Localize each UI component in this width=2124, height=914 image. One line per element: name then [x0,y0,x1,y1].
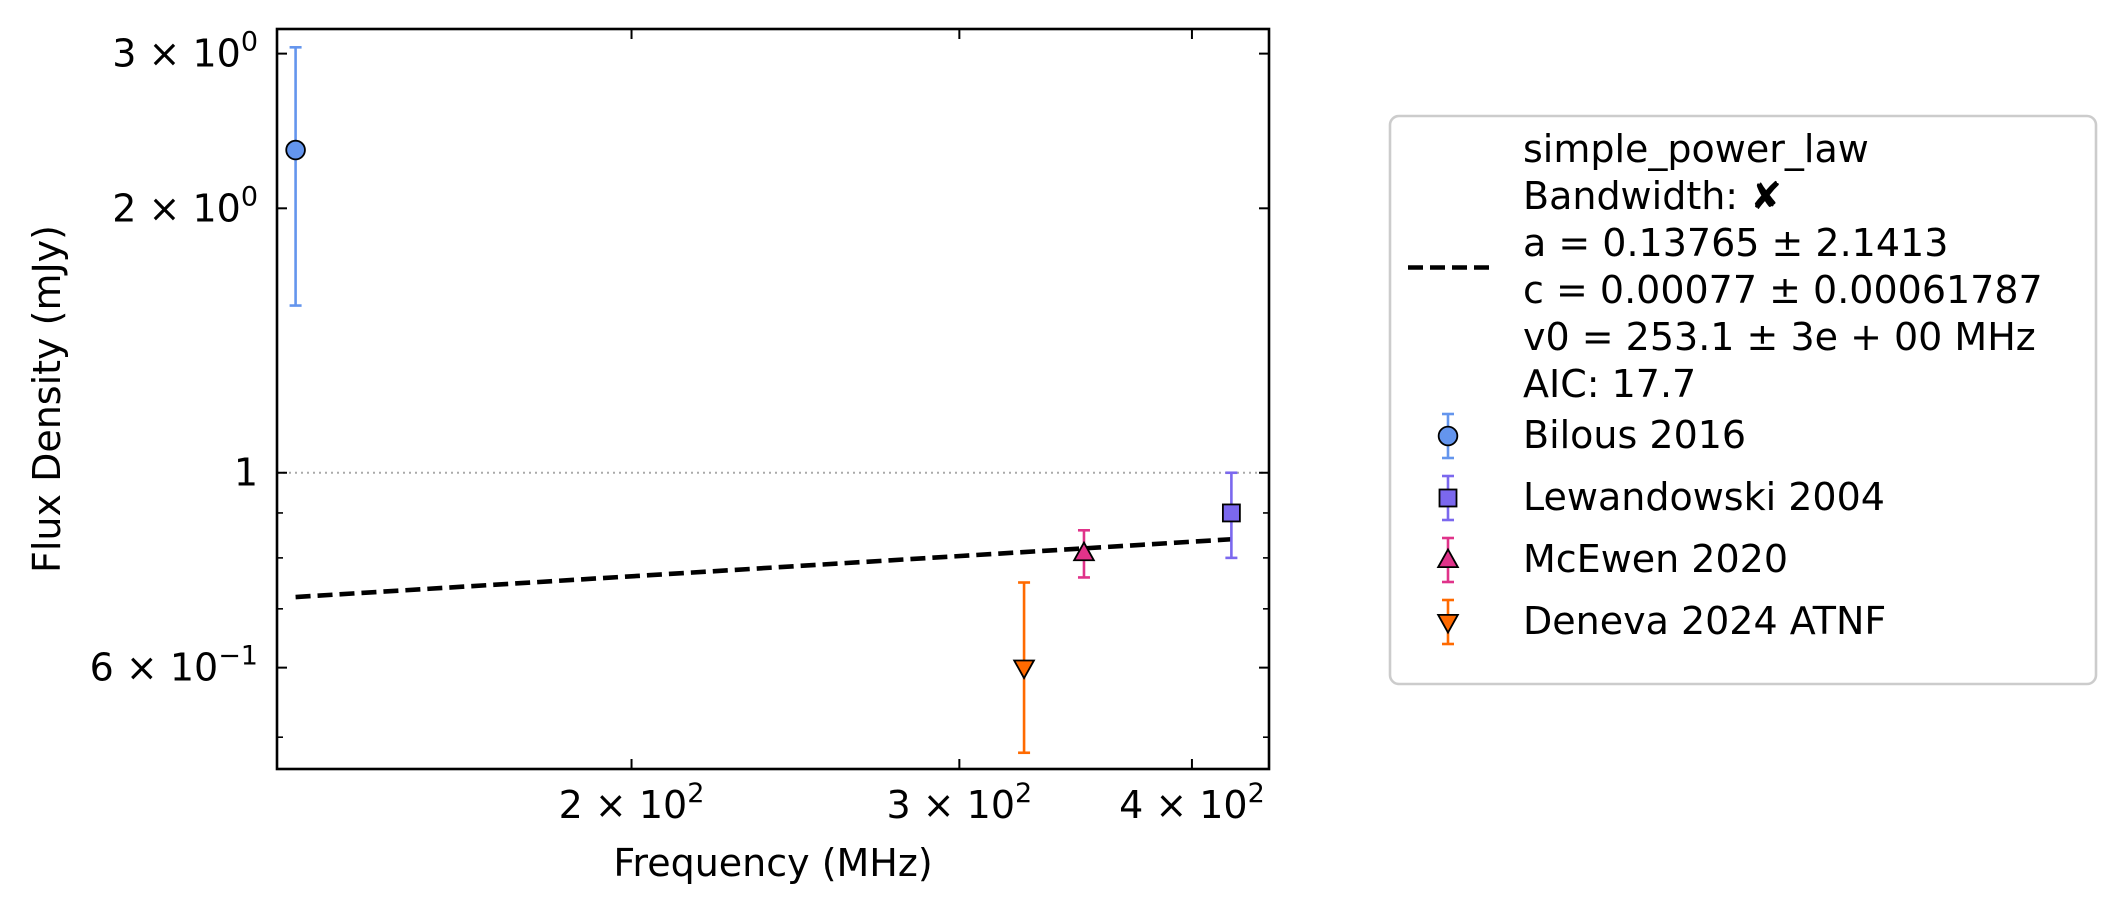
legend-lewandowski-2004-label: Lewandowski 2004 [1523,475,1885,519]
legend-mcewen-2020-marker [1436,547,1460,569]
data-points-layer [285,46,1241,755]
legend-frame [1388,114,2098,686]
legend-fit-line-0: simple_power_law [1523,127,1869,171]
x-tick-label-200: 2 × 102 [559,778,705,827]
y-axis-label: Flux Density (mJy) [25,225,69,573]
point-mcewen-2020 [1072,540,1096,562]
x-axis-label: Frequency (MHz) [613,841,932,885]
legend-bilous-2016-marker [1437,425,1459,447]
legend-fit-line-5: AIC: 17.7 [1523,362,1696,406]
legend-deneva-2024-atnf-marker [1436,613,1460,635]
point-lewandowski-2004 [1221,503,1241,523]
y-tick-label-3: 3 × 100 [112,27,258,76]
axis-ticks-layer: 2 × 102 3 × 102 4 × 102 3 × 100 2 × 100 1 6 × … [90,27,1269,827]
legend-deneva-2024-atnf-label: Deneva 2024 ATNF [1523,599,1886,643]
y-tick-label-1: 1 [234,451,258,495]
legend-mcewen-2020-label: McEwen 2020 [1523,537,1788,581]
legend-fit-line-1: Bandwidth: ✘ [1523,174,1782,218]
legend-bilous-2016-label: Bilous 2016 [1523,413,1746,457]
x-tick-label-300: 3 × 102 [886,778,1032,827]
x-tick-label-400: 4 × 102 [1119,778,1265,827]
plot-frame [275,27,1271,771]
legend-fit-line-4: v0 = 253.1 ± 3e + 00 MHz [1523,315,2036,359]
y-tick-label-0.6: 6 × 10−1 [90,641,258,690]
legend-lewandowski-2004-marker [1438,488,1458,508]
point-bilous-2016 [285,139,306,161]
legend-fit-line-2: a = 0.13765 ± 2.1413 [1523,221,1948,265]
fit-line [295,536,1232,600]
fit-line-layer [295,536,1232,600]
point-deneva-2024-atnf [1012,659,1036,681]
legend-fit-line-3: c = 0.00077 ± 0.00061787 [1523,268,2043,312]
y-tick-label-2: 2 × 100 [112,181,258,230]
